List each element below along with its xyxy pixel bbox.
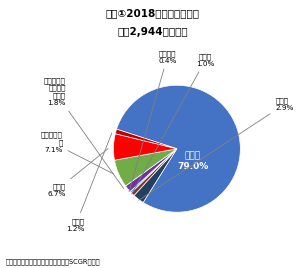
Text: 再輸出
2.9%: 再輸出 2.9% (139, 98, 294, 200)
Wedge shape (134, 149, 177, 202)
Text: 図表①2018年品目別輸出額: 図表①2018年品目別輸出額 (106, 8, 199, 18)
Wedge shape (114, 149, 177, 186)
Text: プラスチッ
ク
7.1%: プラスチッ ク 7.1% (41, 132, 113, 174)
Text: （出所：サウジアラビア通貨庁よりSCGR作成）: （出所：サウジアラビア通貨庁よりSCGR作成） (6, 259, 101, 265)
Text: ベースメタ
ルおよび
同製品
1.8%: ベースメタ ルおよび 同製品 1.8% (44, 77, 124, 189)
Wedge shape (130, 149, 177, 193)
Wedge shape (115, 129, 177, 149)
Wedge shape (131, 149, 177, 195)
Text: 化学品
6.7%: 化学品 6.7% (48, 148, 108, 197)
Text: 機械機器
0.4%: 機械機器 0.4% (129, 50, 177, 192)
Wedge shape (113, 134, 177, 160)
Text: 鉱産品
79.0%: 鉱産品 79.0% (177, 152, 208, 171)
Text: その他
1.0%: その他 1.0% (132, 53, 215, 194)
Wedge shape (126, 149, 177, 192)
Wedge shape (117, 85, 240, 212)
Text: 食料品
1.2%: 食料品 1.2% (66, 133, 112, 232)
Text: （約2,944億ドル）: （約2,944億ドル） (117, 27, 188, 37)
